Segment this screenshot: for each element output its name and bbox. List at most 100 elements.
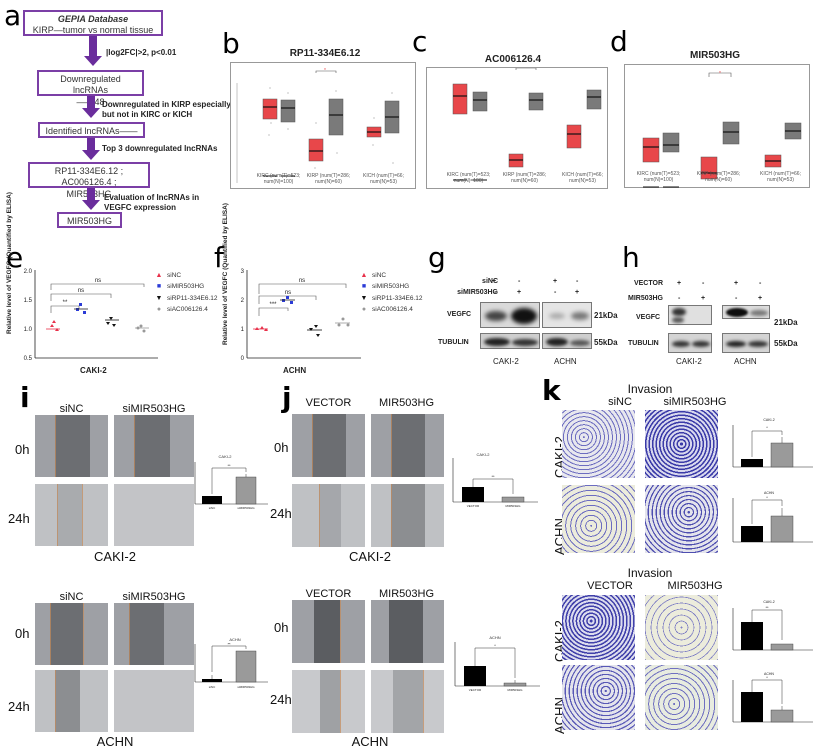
svg-text:**: ** bbox=[491, 474, 495, 479]
svg-text:siNC: siNC bbox=[209, 506, 216, 510]
boxplot-d-cat-kich: KICH (num(T)=66; num(N)=53) bbox=[760, 171, 801, 183]
scratch-j2-col-mir: MIR503HG bbox=[378, 588, 435, 600]
wb-g-sign: + bbox=[517, 289, 522, 296]
panel-label-c: c bbox=[412, 25, 428, 58]
scratch-image-j2-mir-0h bbox=[371, 600, 444, 663]
svg-text:VECTOR: VECTOR bbox=[469, 688, 482, 692]
svg-text:1: 1 bbox=[241, 327, 245, 333]
scratch-j-col-mir: MIR503HG bbox=[378, 397, 435, 409]
boxplot-b-cat-kich: KICH (num(T)=66; num(N)=53) bbox=[363, 173, 404, 185]
svg-text:**: ** bbox=[765, 605, 769, 610]
wb-h-cell-caki: CAKI-2 bbox=[676, 357, 702, 366]
scratch-image-i2-sinc-0h bbox=[35, 603, 108, 665]
svg-text:*: * bbox=[494, 643, 496, 648]
dotplot-e-xlabel: CAKI-2 bbox=[80, 366, 107, 375]
wb-h-sign: - bbox=[759, 280, 762, 287]
scratch-i2-row-0h: 0h bbox=[15, 626, 30, 641]
flow-arrow-3 bbox=[82, 138, 100, 160]
boxplot-c-cat-kirc: KIRC (num(T)=523; num(N)=100) bbox=[446, 172, 491, 184]
svg-text:3: 3 bbox=[241, 269, 245, 275]
panel-label-j: j bbox=[282, 381, 292, 414]
boxplot-c-plot bbox=[452, 67, 602, 181]
panel-label-k: k bbox=[542, 374, 561, 407]
invasion-image-sinc-caki bbox=[562, 410, 635, 478]
flow-box-identified: Identified lncRNAs——8 bbox=[38, 122, 145, 147]
bar-chart-k-top-caki: CAKI-2 * bbox=[732, 418, 813, 468]
wb-h-band-vegfc: VEGFC bbox=[636, 314, 661, 321]
scratch-j2-row-0h: 0h bbox=[274, 620, 289, 635]
svg-text:0.5: 0.5 bbox=[24, 356, 33, 362]
scratch-image-i-simir-24h bbox=[114, 484, 194, 546]
invasion-image-vector-caki bbox=[562, 595, 635, 660]
legend-item: ▲ siNC bbox=[360, 272, 387, 279]
wb-g-row-label-1: siNC bbox=[482, 278, 498, 285]
flow-box-title: GEPIA Database bbox=[57, 14, 129, 24]
scratch-image-i2-simir-0h bbox=[114, 603, 194, 665]
invasion-title-bottom: Invasion bbox=[627, 566, 673, 580]
svg-text:ACHN: ACHN bbox=[764, 491, 774, 495]
legend-item: ▲ siNC bbox=[155, 272, 182, 279]
scratch-i-cell-caki: CAKI-2 bbox=[94, 549, 136, 564]
boxplot-c: KIRC (num(T)=523; num(N)=100) KIRP (num(… bbox=[426, 67, 608, 189]
bar-j-top-title: CAKI-2 bbox=[476, 452, 490, 457]
invasion-col-mir: MIR503HG bbox=[667, 580, 723, 592]
wb-g-sign: + bbox=[492, 278, 497, 285]
scratch-i-col-simir: siMIR503HG bbox=[122, 403, 186, 415]
panel-label-b: b bbox=[222, 27, 240, 60]
wb-h-tubulin-caki bbox=[668, 333, 712, 353]
flow-box-gepia: GEPIA Database KIRP—tumor vs normal tiss… bbox=[23, 10, 163, 36]
invasion-image-mir-achn bbox=[645, 665, 718, 730]
flow-arrow-label-1: |log2FC|>2, p<0.01 bbox=[106, 48, 177, 57]
scratch-image-j2-vector-24h bbox=[292, 670, 365, 733]
wb-g-tubulin-caki bbox=[480, 333, 540, 349]
wb-h-cell-achn: ACHN bbox=[734, 357, 757, 366]
svg-text:ACHN: ACHN bbox=[764, 672, 774, 676]
scratch-i2-row-24h: 24h bbox=[8, 699, 30, 714]
invasion-col-simir: siMIR503HG bbox=[663, 396, 727, 408]
scratch-j2-row-24h: 24h bbox=[270, 692, 292, 707]
boxplot-title-d: MIR503HG bbox=[689, 50, 740, 61]
scratch-j-row-0h: 0h bbox=[274, 440, 289, 455]
scratch-j-cell-caki: CAKI-2 bbox=[349, 549, 391, 564]
svg-text:2: 2 bbox=[241, 298, 245, 304]
boxplot-b-cat-kirp: KIRP (num(T)=286; num(N)=60) bbox=[306, 173, 351, 185]
svg-text:siNC: siNC bbox=[209, 685, 216, 689]
scratch-i2-col-simir: siMIR503HG bbox=[122, 591, 186, 603]
wb-g-cell-achn: ACHN bbox=[554, 357, 577, 366]
scratch-image-i2-sinc-24h bbox=[35, 670, 108, 732]
wb-g-row-label-2: siMIR503HG bbox=[457, 289, 498, 296]
dotplot-e-ylabel: Relative level of VEGFC (Quantified by E… bbox=[6, 192, 13, 334]
wb-g-band-tubulin: TUBULIN bbox=[438, 339, 469, 346]
boxplot-d: * KIRC (num(T)=523; num(N)=100) KIRP (nu… bbox=[624, 64, 810, 188]
wb-h-tubulin-achn bbox=[722, 333, 770, 353]
wb-g-band-vegfc: VEGFC bbox=[447, 311, 472, 318]
bar-chart-j-top: ** VECTOR MIR503HG bbox=[452, 458, 538, 508]
panel-label-h: h bbox=[622, 241, 640, 274]
invasion-image-vector-achn bbox=[562, 665, 635, 730]
scratch-i-row-24h: 24h bbox=[8, 511, 30, 526]
sig-f-1: *** bbox=[269, 302, 277, 308]
wb-h-sign: - bbox=[678, 295, 681, 302]
svg-text:*: * bbox=[766, 495, 768, 500]
flow-arrow-label-2: Downregulated in KIRP especially but not… bbox=[102, 100, 231, 120]
panel-label-g: g bbox=[428, 241, 446, 274]
wb-g-vegfc-achn bbox=[542, 302, 592, 328]
wb-h-sign: + bbox=[758, 295, 763, 302]
scratch-i-col-sinc: siNC bbox=[59, 403, 84, 415]
wb-h-sign: - bbox=[735, 295, 738, 302]
wb-g-sign: - bbox=[494, 289, 497, 296]
flow-arrow-label-2a: Downregulated in KIRP especially bbox=[102, 100, 231, 109]
wb-g-sign: - bbox=[518, 278, 521, 285]
flow-box-text: RP11-334E6.12 ; AC006126.4 ; bbox=[54, 166, 124, 188]
svg-text:**: ** bbox=[227, 642, 231, 647]
boxplot-b-cat-kirc: KIRC (num(T)=523; num(N)=100) bbox=[256, 173, 301, 185]
wb-g-sign: - bbox=[554, 289, 557, 296]
wb-h-size-21: 21kDa bbox=[774, 318, 798, 327]
invasion-col-sinc: siNC bbox=[608, 396, 632, 408]
invasion-image-mir-caki bbox=[645, 595, 718, 660]
panel-label-e: e bbox=[6, 241, 24, 274]
svg-text:1.0: 1.0 bbox=[24, 327, 33, 333]
wb-h-size-55: 55kDa bbox=[774, 339, 798, 348]
invasion-image-simir-achn bbox=[645, 485, 718, 553]
panel-label-f: f bbox=[214, 241, 224, 274]
